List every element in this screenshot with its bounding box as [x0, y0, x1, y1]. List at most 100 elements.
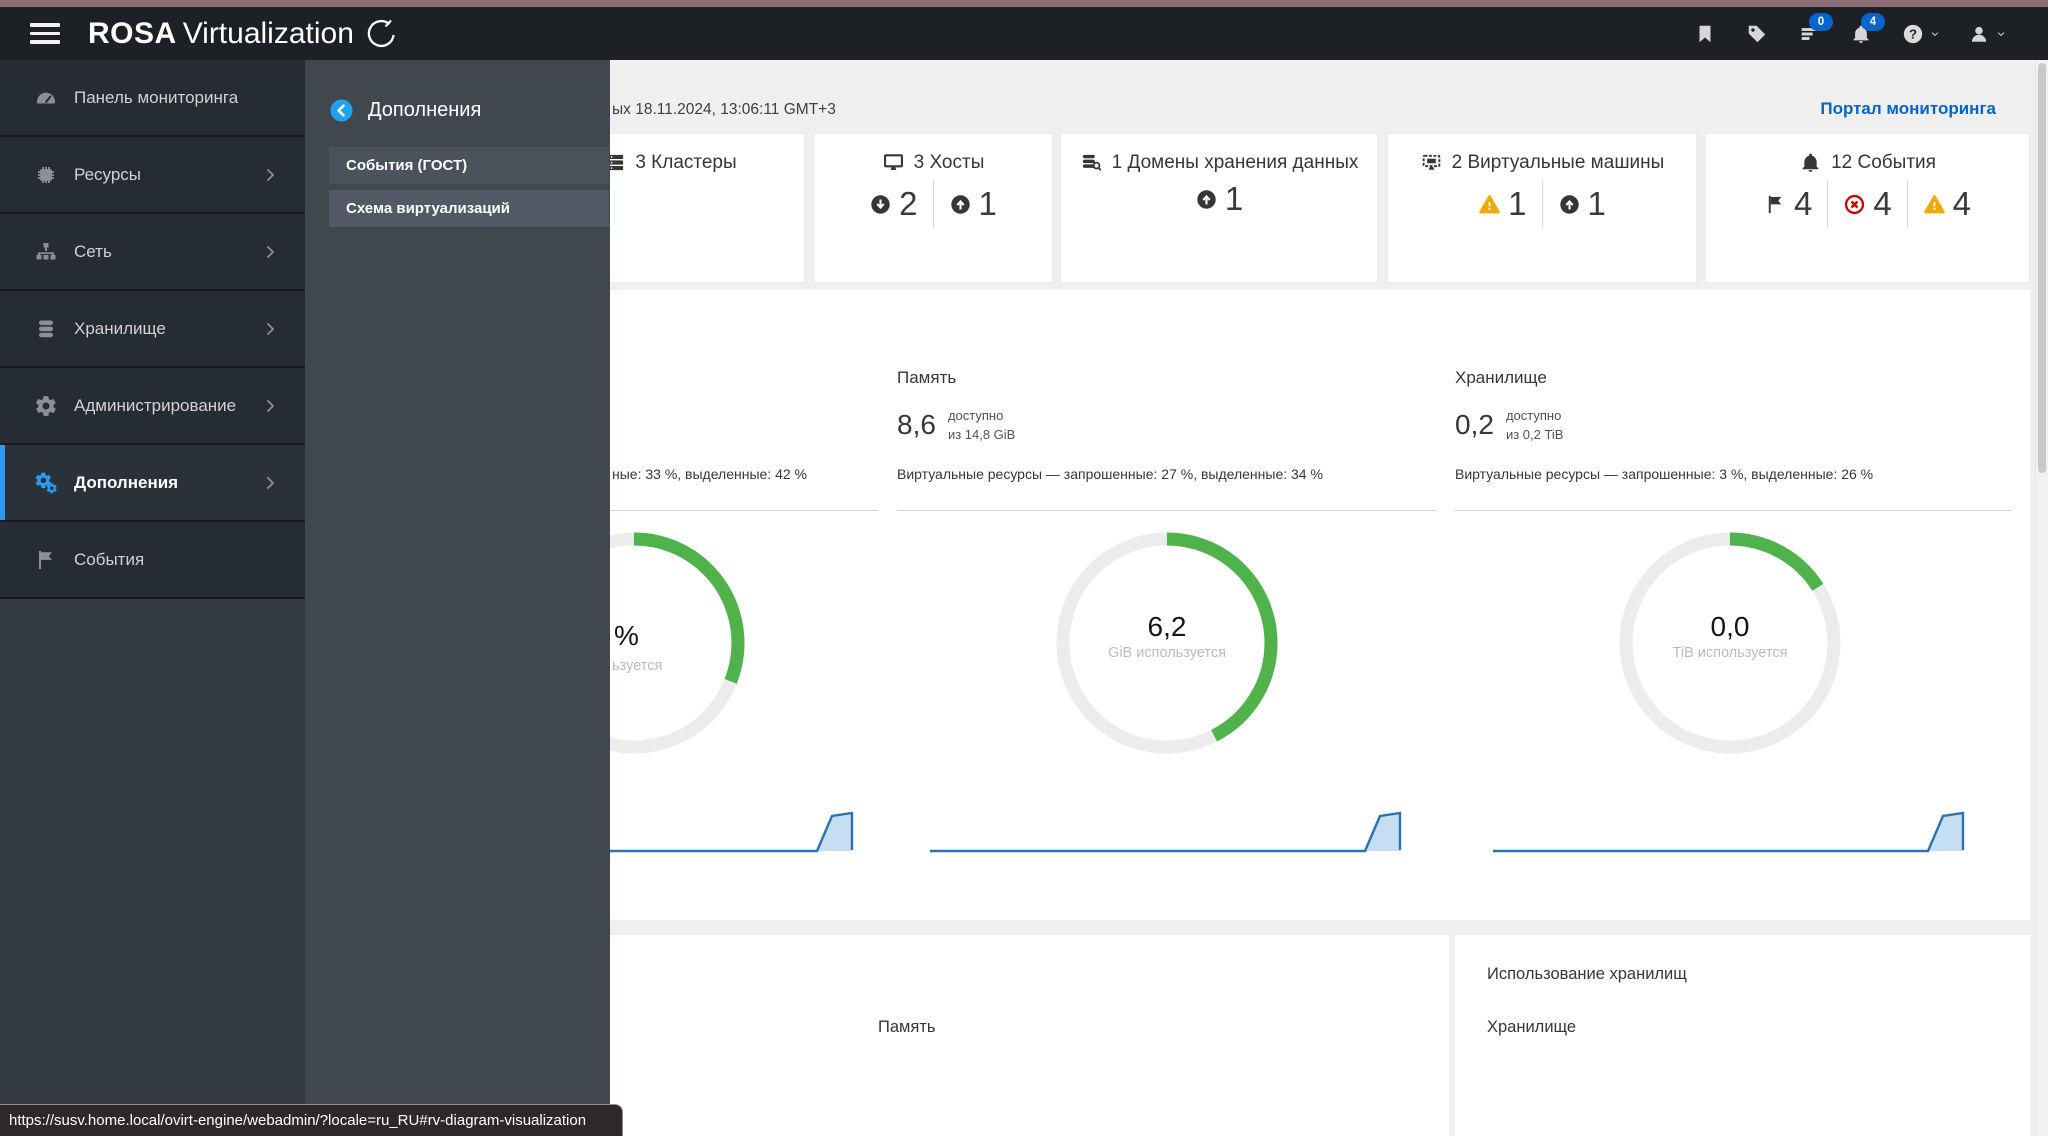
- tasks-badge: 0: [1809, 12, 1833, 31]
- storage-domains-up-stat[interactable]: 1: [1195, 180, 1243, 218]
- divider: [897, 510, 1437, 511]
- sidebar: Панель мониторинга Ресурсы Сеть Хранилищ…: [0, 60, 305, 1136]
- submenu-item-events-gost[interactable]: События (ГОСТ): [329, 147, 609, 184]
- flag-icon: [1768, 195, 1782, 213]
- sidebar-item-dashboard[interactable]: Панель мониторинга: [0, 60, 305, 137]
- help-icon: [1900, 21, 1926, 47]
- brand-light: Virtualization: [182, 16, 354, 50]
- card-title-label: 3 Хосты: [913, 151, 985, 173]
- card-title-label: 12 События: [1831, 151, 1936, 173]
- scrollbar-thumb[interactable]: [2038, 63, 2046, 473]
- memory-donut-sublabel: GiB используется: [1108, 645, 1226, 661]
- hosts-up-stat[interactable]: 1: [949, 185, 997, 223]
- stat-value: 1: [1224, 180, 1244, 217]
- sidebar-item-additions[interactable]: Дополнения: [0, 445, 305, 522]
- submenu-item-label: События (ГОСТ): [346, 157, 468, 174]
- status-url-tooltip: https://susv.home.local/ovirt-engine/web…: [0, 1104, 623, 1136]
- card-storage-domains[interactable]: 1 Домены хранения данных 1: [1060, 133, 1378, 283]
- sidebar-item-label: Сеть: [74, 241, 112, 261]
- card-hosts[interactable]: 3 Хосты 2 1: [813, 133, 1053, 283]
- divider: [1455, 510, 2012, 511]
- submenu-item-virtualization-diagram[interactable]: Схема виртуализаций: [329, 190, 609, 227]
- storage-donut-value: 0,0: [1710, 611, 1750, 642]
- flag-icon: [34, 548, 58, 572]
- events-alert-stat[interactable]: 4: [1764, 185, 1812, 223]
- hosts-down-stat[interactable]: 2: [869, 185, 918, 223]
- divider: [932, 180, 934, 228]
- gears-icon: [34, 471, 58, 495]
- window-accent-strip: [0, 0, 2048, 7]
- gear-icon: [34, 394, 58, 418]
- sidebar-item-resources[interactable]: Ресурсы: [0, 137, 305, 214]
- sidebar-item-events[interactable]: События: [0, 522, 305, 599]
- vertical-scrollbar: [2035, 60, 2048, 1136]
- last-update-text: ых 18.11.2024, 13:06:11 GMT+3: [612, 101, 836, 118]
- sidebar-item-network[interactable]: Сеть: [0, 214, 305, 291]
- sidebar-item-label: Хранилище: [74, 318, 166, 338]
- memory-utilization-column: Память 8,6 доступно из 14,8 GiB Виртуаль…: [897, 290, 1437, 920]
- bookmark-icon[interactable]: [1692, 21, 1718, 47]
- help-menu[interactable]: [1900, 21, 1940, 47]
- hamburger-menu-button[interactable]: [30, 18, 60, 49]
- storage-domain-icon: [1081, 153, 1102, 172]
- cpu-donut-sublabel: ьзуется: [612, 658, 663, 674]
- chevron-right-icon: [266, 398, 274, 413]
- arrow-up-circle-icon: [1196, 188, 1217, 210]
- memory-virtual-resources-text: Виртуальные ресурсы — запрошенные: 27 %,…: [897, 466, 1323, 482]
- storage-heatmap-label: Хранилище: [1487, 1018, 1577, 1036]
- stat-value: 2: [899, 185, 918, 222]
- storage-title: Хранилище: [1455, 368, 1547, 387]
- events-warning-stat[interactable]: 4: [1923, 185, 1971, 223]
- vms-warning-stat[interactable]: 1: [1478, 185, 1527, 223]
- error-icon: [1845, 194, 1865, 214]
- sidebar-item-label: События: [74, 549, 145, 569]
- notifications-bell-icon[interactable]: 4: [1848, 12, 1885, 47]
- arrow-down-circle-icon: [870, 193, 891, 215]
- tasks-icon[interactable]: 0: [1796, 12, 1833, 47]
- submenu-item-label: Схема виртуализаций: [346, 200, 510, 217]
- bell-icon: [1802, 153, 1819, 172]
- storage-donut-gauge: 0,0 TiB используется: [1615, 528, 1845, 758]
- monitoring-portal-link[interactable]: Портал мониторинга: [1820, 99, 1996, 118]
- memory-donut-gauge: 6,2 GiB используется: [1052, 528, 1282, 758]
- network-icon: [34, 240, 58, 264]
- storage-utilization-column: Хранилище 0,2 доступно из 0,2 TiB Виртуа…: [1455, 290, 2012, 920]
- memory-available-value: 8,6: [897, 409, 936, 440]
- user-menu[interactable]: [1966, 21, 2006, 47]
- events-error-stat[interactable]: 4: [1843, 185, 1892, 223]
- memory-heatmap-label: Память: [878, 1018, 936, 1036]
- back-circle-icon[interactable]: [329, 98, 354, 123]
- storage-heatmap-panel: Использование хранилищ Хранилище: [1455, 935, 2030, 1136]
- sidebar-item-administration[interactable]: Администрирование: [0, 368, 305, 445]
- storage-donut-sublabel: TiB используется: [1672, 645, 1788, 661]
- warning-icon: [1479, 194, 1500, 213]
- tag-icon[interactable]: [1744, 21, 1770, 47]
- storage-available-label: доступно: [1505, 408, 1562, 423]
- sidebar-item-label: Дополнения: [74, 472, 179, 492]
- sidebar-item-label: Ресурсы: [74, 164, 142, 184]
- card-virtual-machines[interactable]: 2 Виртуальные машины 1 1: [1387, 133, 1697, 283]
- storage-usage-title: Использование хранилищ: [1487, 965, 1687, 983]
- divider: [1906, 180, 1908, 228]
- card-title-label: 2 Виртуальные машины: [1451, 151, 1665, 173]
- chevron-right-icon: [266, 475, 274, 490]
- chevron-right-icon: [266, 167, 274, 182]
- chevron-right-icon: [266, 321, 274, 336]
- cpu-usage-sparkline: [382, 811, 854, 853]
- sidebar-item-storage[interactable]: Хранилище: [0, 291, 305, 368]
- vms-up-stat[interactable]: 1: [1558, 185, 1606, 223]
- chevron-down-icon: [1997, 31, 2005, 36]
- brand: ROSA Virtualization: [88, 16, 398, 52]
- card-title-label: 1 Домены хранения данных: [1111, 151, 1359, 173]
- storage-total-label: из 0,2 TiB: [1505, 427, 1564, 442]
- brand-bold: ROSA: [88, 16, 177, 50]
- memory-donut-value: 6,2: [1147, 611, 1187, 642]
- masthead: ROSA Virtualization 0 4: [0, 7, 2048, 60]
- card-events[interactable]: 12 События 4 4 4: [1705, 133, 2030, 283]
- rosa-logo-icon: [367, 18, 395, 47]
- stat-value: 1: [978, 185, 997, 222]
- divider: [1827, 180, 1829, 228]
- memory-total-label: из 14,8 GiB: [947, 427, 1016, 442]
- stat-value: 4: [1793, 185, 1813, 222]
